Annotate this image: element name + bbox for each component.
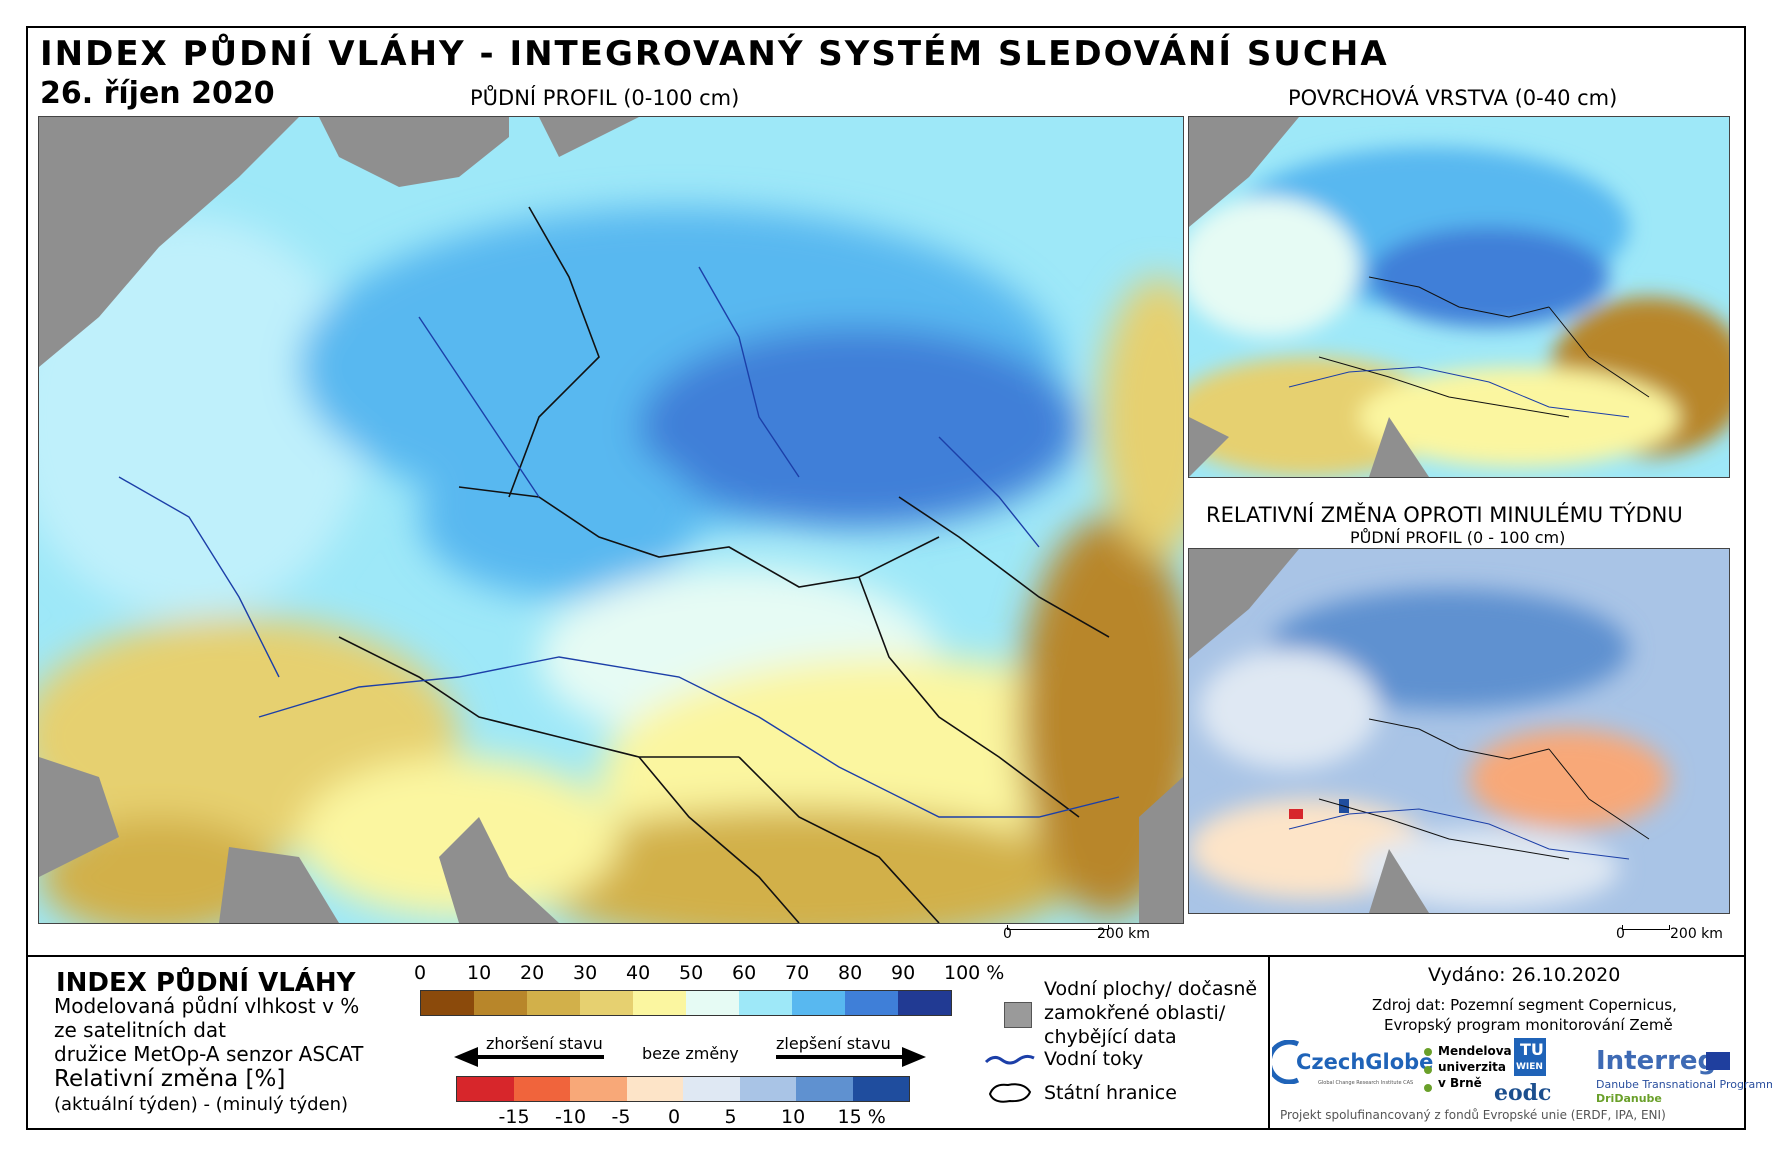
change-swatch (570, 1077, 627, 1101)
tu-wien-logo-icon (1514, 1038, 1546, 1076)
outer-frame (26, 26, 1746, 1130)
better-label: zlepšení stavu (776, 1034, 891, 1053)
moisture-swatch (898, 991, 951, 1015)
water-bodies-label-1: Vodní plochy/ dočasně (1044, 978, 1258, 1000)
change-colorbar (456, 1076, 910, 1102)
czechglobe-logo: CzechGlobe (1296, 1050, 1434, 1074)
interreg-logo-sub-1: Danube Transnational Programme (1596, 1078, 1772, 1091)
better-arrow (776, 1047, 926, 1067)
interreg-logo: Interreg (1596, 1046, 1717, 1076)
borders-label: Státní hranice (1044, 1082, 1177, 1104)
rivers-symbol (984, 1054, 1035, 1065)
change-swatch (457, 1077, 514, 1101)
interreg-logo-sub-2: DriDanube (1596, 1092, 1662, 1105)
moisture-tick-label: 100 % (944, 962, 1005, 984)
moisture-swatch (686, 991, 739, 1015)
wien-logo: WIEN (1516, 1062, 1543, 1072)
eodc-logo: eodc (1494, 1080, 1552, 1106)
cofinanced-note: Projekt spolufinancovaný z fondů Evropsk… (1280, 1108, 1666, 1122)
moisture-tick-label: 10 (467, 962, 492, 984)
legend-divider (26, 955, 1746, 957)
moisture-swatch (739, 991, 792, 1015)
change-swatch (852, 1077, 909, 1101)
change-tick-label: 5 (724, 1106, 737, 1128)
change-tick-label: -15 (498, 1106, 530, 1128)
small-scale-km: 200 km (1670, 926, 1723, 942)
small-scale-zero: 0 (1616, 926, 1625, 942)
moisture-tick-label: 0 (414, 962, 427, 984)
moisture-tick-label: 20 (520, 962, 545, 984)
moisture-tick-label: 40 (626, 962, 651, 984)
legend-desc-1: Modelovaná půdní vlhkost v % (54, 994, 360, 1018)
surface-layer-map[interactable] (1188, 116, 1730, 478)
mendel-dot-icon (1424, 1048, 1432, 1056)
change-tick-label: 0 (668, 1106, 681, 1128)
moisture-swatch (474, 991, 527, 1015)
source-line-2: Evropský program monitorování Země (1384, 1016, 1673, 1034)
water-bodies-label-2: zamokřené oblasti/ (1044, 1002, 1226, 1024)
change-tick-label: -5 (611, 1106, 631, 1128)
moisture-tick-label: 70 (785, 962, 810, 984)
moisture-swatch (633, 991, 686, 1015)
nochange-label: beze změny (642, 1044, 739, 1063)
change-map-sublabel: PŮDNÍ PROFIL (0 - 100 cm) (1350, 528, 1566, 547)
change-tick-label: 10 (781, 1106, 806, 1128)
mendel-logo-line-3: v Brně (1438, 1076, 1482, 1090)
moisture-swatch (845, 991, 898, 1015)
change-tick-label: 15 % (837, 1106, 886, 1128)
page-title: INDEX PŮDNÍ VLÁHY - INTEGROVANÝ SYSTÉM S… (40, 34, 1389, 74)
main-scale-bar (1007, 925, 1109, 930)
source-line-1: Zdroj dat: Pozemní segment Copernicus, (1372, 996, 1677, 1014)
main-map-label: PŮDNÍ PROFIL (0-100 cm) (470, 86, 740, 110)
footer-divider (1268, 955, 1270, 1130)
report-date: 26. říjen 2020 (40, 76, 275, 111)
water-bodies-label-3: chybějící data (1044, 1026, 1177, 1048)
change-swatch (626, 1077, 683, 1101)
rivers-label: Vodní toky (1044, 1048, 1144, 1070)
moisture-tick-label: 80 (838, 962, 863, 984)
change-tick-label: -10 (555, 1106, 587, 1128)
moisture-tick-label: 60 (732, 962, 757, 984)
moisture-colorbar (420, 990, 952, 1016)
change-map-label: RELATIVNÍ ZMĚNA OPROTI MINULÉMU TÝDNU (1206, 503, 1683, 527)
worse-label: zhoršení stavu (486, 1034, 603, 1053)
czechglobe-logo-sub: Global Change Research Institute CAS (1318, 1080, 1414, 1086)
moisture-tick-label: 50 (679, 962, 704, 984)
legend-desc-2: ze satelitních dat (54, 1018, 226, 1042)
czechglobe-logo-icon (1272, 1040, 1300, 1084)
moisture-tick-label: 30 (573, 962, 598, 984)
moisture-tick-label: 90 (891, 962, 916, 984)
legend-title: INDEX PŮDNÍ VLÁHY (56, 968, 356, 998)
legend-rel-desc: (aktuální týden) - (minulý týden) (54, 1094, 349, 1115)
legend-desc-3: družice MetOp-A senzor ASCAT (54, 1042, 364, 1066)
change-swatch (739, 1077, 796, 1101)
small-scale-bar (1622, 925, 1670, 930)
main-soil-moisture-map[interactable] (38, 116, 1184, 924)
change-swatch (683, 1077, 740, 1101)
mendel-dot-icon (1424, 1066, 1432, 1074)
surface-map-label: POVRCHOVÁ VRSTVA (0-40 cm) (1288, 86, 1618, 110)
worse-arrow (454, 1047, 604, 1067)
main-scale-km: 200 km (1097, 926, 1150, 942)
mendel-logo-line-2: univerzita (1438, 1060, 1507, 1074)
moisture-swatch (421, 991, 474, 1015)
relative-change-map[interactable] (1188, 548, 1730, 914)
moisture-swatch (527, 991, 580, 1015)
moisture-swatch (792, 991, 845, 1015)
moisture-swatch (580, 991, 633, 1015)
mendel-dot-icon (1424, 1084, 1432, 1092)
tu-logo: TU (1520, 1040, 1544, 1059)
water-bodies-swatch (1004, 1002, 1032, 1028)
legend-rel-title: Relativní změna [%] (54, 1066, 286, 1092)
eu-flag-icon (1706, 1052, 1730, 1070)
change-swatch (513, 1077, 570, 1101)
mendel-logo-line-1: Mendelova (1438, 1044, 1512, 1058)
change-swatch (796, 1077, 853, 1101)
main-scale-zero: 0 (1003, 926, 1012, 942)
borders-symbol (988, 1083, 1032, 1103)
issued-date: Vydáno: 26.10.2020 (1428, 964, 1621, 986)
